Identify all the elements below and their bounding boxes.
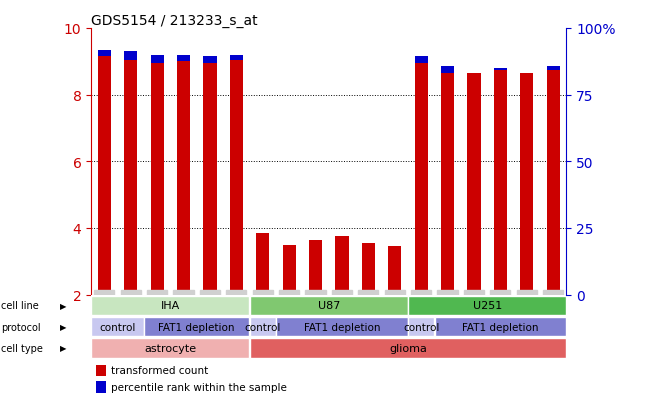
Bar bbox=[124, 60, 137, 295]
Bar bbox=[435, 317, 566, 337]
Bar bbox=[203, 57, 217, 64]
Bar bbox=[177, 55, 190, 62]
Bar bbox=[493, 69, 507, 71]
Text: U251: U251 bbox=[473, 301, 502, 311]
Bar bbox=[309, 240, 322, 295]
Bar bbox=[547, 71, 560, 295]
Bar bbox=[177, 62, 190, 295]
Bar bbox=[441, 74, 454, 295]
Bar bbox=[388, 247, 402, 295]
Text: control: control bbox=[403, 322, 439, 332]
Bar bbox=[203, 64, 217, 295]
Text: percentile rank within the sample: percentile rank within the sample bbox=[111, 382, 287, 392]
Bar bbox=[91, 296, 249, 315]
Bar bbox=[250, 296, 408, 315]
Text: FAT1 depletion: FAT1 depletion bbox=[462, 322, 538, 332]
Text: astrocyte: astrocyte bbox=[145, 343, 197, 353]
Bar bbox=[415, 64, 428, 295]
Bar bbox=[145, 317, 249, 337]
Text: cell line: cell line bbox=[1, 301, 39, 311]
Bar bbox=[408, 296, 566, 315]
Bar bbox=[335, 237, 348, 295]
Bar bbox=[91, 339, 249, 358]
Bar bbox=[96, 381, 106, 393]
Text: transformed count: transformed count bbox=[111, 366, 208, 375]
Bar bbox=[98, 57, 111, 295]
Bar bbox=[415, 57, 428, 64]
Text: U87: U87 bbox=[318, 301, 340, 311]
Bar bbox=[98, 50, 111, 57]
Bar bbox=[230, 60, 243, 295]
Text: protocol: protocol bbox=[1, 322, 41, 332]
Text: IHA: IHA bbox=[161, 301, 180, 311]
Bar bbox=[520, 74, 533, 295]
Bar bbox=[230, 55, 243, 60]
Text: ▶: ▶ bbox=[60, 344, 66, 353]
Text: control: control bbox=[245, 322, 281, 332]
Bar bbox=[150, 64, 164, 295]
Bar bbox=[150, 55, 164, 64]
Bar bbox=[91, 317, 144, 337]
Text: GDS5154 / 213233_s_at: GDS5154 / 213233_s_at bbox=[91, 14, 258, 28]
Bar bbox=[256, 233, 270, 295]
Text: ▶: ▶ bbox=[60, 301, 66, 310]
Bar bbox=[250, 339, 566, 358]
Text: cell type: cell type bbox=[1, 343, 43, 353]
Text: FAT1 depletion: FAT1 depletion bbox=[158, 322, 235, 332]
Bar bbox=[124, 52, 137, 60]
Bar bbox=[467, 74, 480, 295]
Bar bbox=[441, 67, 454, 74]
Bar bbox=[408, 317, 434, 337]
Text: control: control bbox=[100, 322, 135, 332]
Bar bbox=[547, 67, 560, 71]
Text: glioma: glioma bbox=[389, 343, 427, 353]
Bar bbox=[493, 71, 507, 295]
Bar bbox=[362, 243, 375, 295]
Text: ▶: ▶ bbox=[60, 323, 66, 331]
Bar bbox=[250, 317, 275, 337]
Text: FAT1 depletion: FAT1 depletion bbox=[304, 322, 380, 332]
Bar bbox=[283, 245, 296, 295]
Bar bbox=[96, 365, 106, 376]
Bar bbox=[276, 317, 408, 337]
